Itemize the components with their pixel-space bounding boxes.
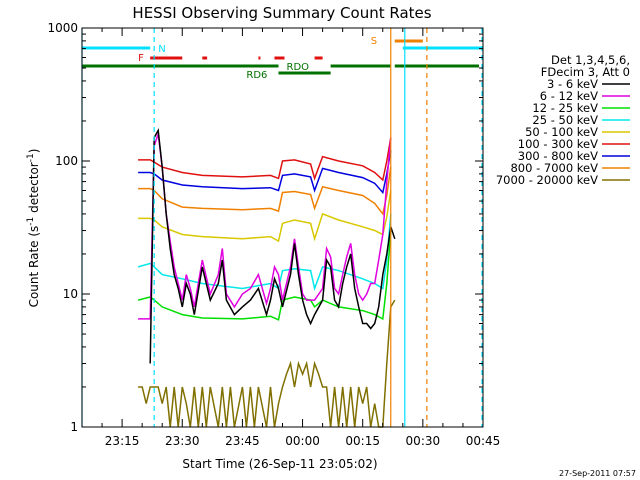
legend-label: 6 - 12 keV bbox=[540, 89, 598, 103]
series-line bbox=[137, 230, 392, 321]
series-line bbox=[138, 137, 392, 182]
series-line bbox=[149, 127, 396, 364]
y-tick-label: 10 bbox=[63, 287, 78, 301]
legend-label: 100 - 300 keV bbox=[518, 137, 598, 151]
x-axis-label: Start Time (26-Sep-11 23:05:02) bbox=[182, 457, 377, 471]
x-tick-label: 23:45 bbox=[225, 434, 260, 448]
x-tick-label: 00:45 bbox=[466, 434, 501, 448]
y-tick-label: 100 bbox=[55, 154, 78, 168]
flag-S-label: S bbox=[371, 36, 377, 47]
series-line bbox=[138, 150, 392, 195]
y-tick-label: 1000 bbox=[47, 21, 78, 35]
series-line bbox=[138, 133, 392, 320]
chart-title: HESSI Observing Summary Count Rates bbox=[132, 4, 431, 22]
flag-RD6-label: RD6 bbox=[246, 70, 267, 81]
y-axis: 1 10 100 1000 bbox=[47, 21, 483, 434]
legend-label: 25 - 50 keV bbox=[532, 113, 598, 127]
legend-label: 800 - 7000 keV bbox=[510, 161, 598, 175]
plot-frame bbox=[81, 27, 484, 428]
legend-header: Det 1,3,4,5,6, bbox=[551, 53, 630, 67]
flag-N-label: N bbox=[158, 44, 165, 55]
series-layer bbox=[137, 127, 396, 428]
x-tick-label: 23:15 bbox=[105, 434, 140, 448]
legend-label: 50 - 100 keV bbox=[525, 125, 598, 139]
footer-timestamp: 27-Sep-2011 07:57 bbox=[559, 469, 636, 478]
legend-label: 7000 - 20000 keV bbox=[496, 173, 598, 187]
x-tick-label: 00:15 bbox=[345, 434, 380, 448]
x-tick-label: 00:00 bbox=[285, 434, 320, 448]
flag-F-label: F bbox=[138, 53, 144, 64]
x-tick-label: 00:30 bbox=[406, 434, 441, 448]
series-line bbox=[138, 299, 396, 428]
y-tick-label: 1 bbox=[70, 420, 78, 434]
flag-RDO-label: RDO bbox=[287, 62, 310, 73]
legend-label: 3 - 6 keV bbox=[547, 77, 598, 91]
legend: Det 1,3,4,5,6, FDecim 3, Att 0 3 - 6 keV… bbox=[496, 53, 630, 187]
series-line bbox=[138, 166, 392, 216]
series-line bbox=[137, 213, 392, 292]
legend-label: 300 - 800 keV bbox=[518, 149, 598, 163]
x-axis: 23:15 23:30 23:45 00:00 00:15 00:30 00:45 bbox=[81, 28, 501, 448]
legend-header: FDecim 3, Att 0 bbox=[541, 65, 630, 79]
series-line bbox=[138, 190, 392, 243]
flags-layer: N F S RD6 RDO bbox=[82, 36, 483, 81]
y-axis-label: Count Rate (s-1 detector-1) bbox=[26, 149, 41, 308]
x-tick-label: 23:30 bbox=[165, 434, 200, 448]
legend-label: 12 - 25 keV bbox=[532, 101, 598, 115]
